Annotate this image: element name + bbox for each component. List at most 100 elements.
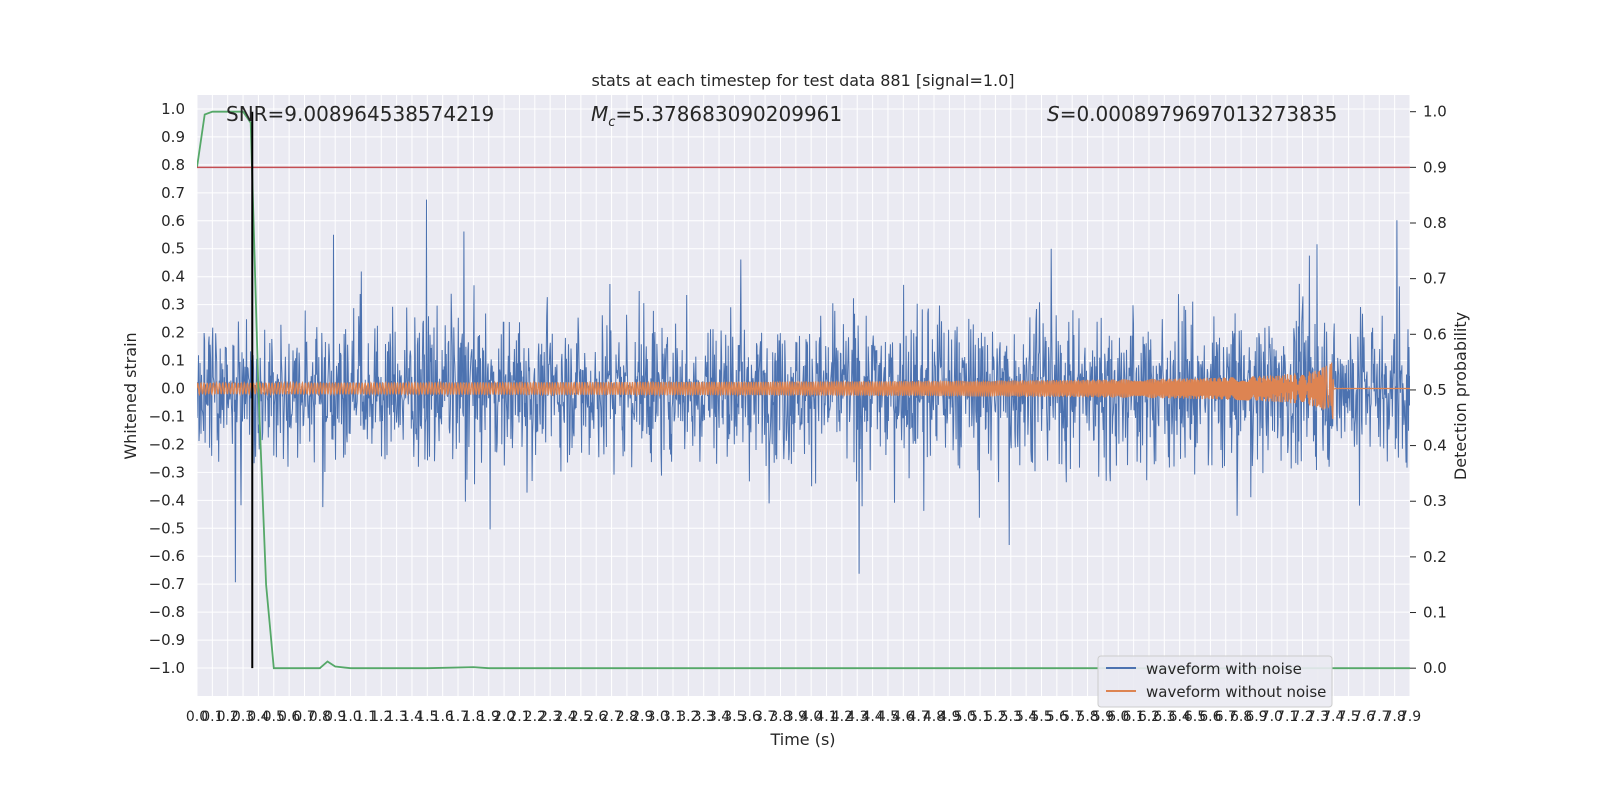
y-tick-label-right: 0.5 (1423, 381, 1447, 399)
x-tick-label: 4.7 (908, 709, 930, 725)
y-tick-label-left: 0.2 (161, 324, 185, 342)
x-tick-label: 2.2 (524, 709, 546, 725)
x-tick-label: 4.5 (877, 709, 899, 725)
y-tick-label-left: 0.7 (161, 184, 185, 202)
x-tick-label: 1.6 (432, 709, 454, 725)
chart-title: stats at each timestep for test data 881… (591, 71, 1014, 90)
x-tick-label: 5.1 (969, 709, 991, 725)
x-tick-label: 5.5 (1030, 709, 1052, 725)
x-tick-label: 1.7 (447, 709, 469, 725)
y-tick-label-left: −0.8 (149, 603, 185, 621)
x-tick-label: 5.9 (1092, 709, 1114, 725)
x-tick-label: 0.4 (247, 709, 269, 725)
x-tick-labels: 0.00.10.20.30.40.50.60.70.80.91.01.11.21… (186, 709, 1421, 725)
y-tick-label-left: −0.2 (149, 435, 185, 453)
x-tick-label: 4.1 (815, 709, 837, 725)
x-tick-label: 6.7 (1215, 709, 1237, 725)
x-tick-label: 7.7 (1368, 709, 1390, 725)
x-tick-label: 5.2 (984, 709, 1006, 725)
x-tick-label: 4.9 (938, 709, 960, 725)
x-tick-label: 6.0 (1107, 709, 1129, 725)
x-tick-label: 3.4 (708, 709, 730, 725)
y-tick-label-left: 0.5 (161, 240, 185, 258)
legend-label-noisy: waveform with noise (1146, 660, 1302, 678)
x-tick-label: 6.6 (1199, 709, 1221, 725)
x-tick-label: 7.5 (1337, 709, 1359, 725)
y-tick-label-left: 0.3 (161, 296, 185, 314)
x-tick-label: 4.2 (831, 709, 853, 725)
y-tick-label-left: −1.0 (149, 659, 185, 677)
x-tick-label: 0.3 (232, 709, 254, 725)
chirp-mass-annotation: Mc=5.378683090209961 (591, 102, 842, 130)
y-tick-label-right: 0.9 (1423, 158, 1447, 176)
x-tick-label: 2.3 (539, 709, 561, 725)
x-tick-label: 3.7 (754, 709, 776, 725)
y-tick-label-right: 0.7 (1423, 270, 1447, 288)
x-tick-label: 5.0 (954, 709, 976, 725)
x-tick-label: 7.6 (1353, 709, 1375, 725)
x-tick-label: 2.7 (600, 709, 622, 725)
series-waveform-without-noise (197, 362, 1410, 420)
x-tick-label: 7.0 (1261, 709, 1283, 725)
x-tick-label: 0.5 (263, 709, 285, 725)
x-tick-label: 4.4 (861, 709, 883, 725)
x-tick-label: 2.9 (631, 709, 653, 725)
x-tick-label: 6.2 (1138, 709, 1160, 725)
y-tick-label-left: 0.1 (161, 352, 185, 370)
x-tick-label: 0.8 (309, 709, 331, 725)
x-tick-label: 2.5 (570, 709, 592, 725)
x-tick-label: 3.9 (785, 709, 807, 725)
x-tick-label: 6.4 (1169, 709, 1191, 725)
y-tick-label-left: −0.3 (149, 463, 185, 481)
x-tick-label: 2.4 (554, 709, 576, 725)
x-tick-label: 7.3 (1307, 709, 1329, 725)
y-tick-label-right: 0.3 (1423, 492, 1447, 510)
x-tick-label: 5.3 (1000, 709, 1022, 725)
x-tick-label: 2.1 (508, 709, 530, 725)
x-tick-label: 0.9 (324, 709, 346, 725)
y-tick-label-left: −0.6 (149, 547, 185, 565)
x-tick-label: 6.9 (1245, 709, 1267, 725)
y-tick-label-right: 0.1 (1423, 604, 1447, 622)
x-tick-label: 4.0 (800, 709, 822, 725)
y-tick-label-left: 0.4 (161, 268, 185, 286)
x-tick-label: 1.8 (462, 709, 484, 725)
y-tick-label-left: 0.9 (161, 128, 185, 146)
x-tick-label: 5.4 (1015, 709, 1037, 725)
x-tick-label: 5.6 (1046, 709, 1068, 725)
y-tick-label-left: −0.9 (149, 631, 185, 649)
y-tick-label-right: 0.2 (1423, 548, 1447, 566)
y-tick-label-right: 0.0 (1423, 659, 1447, 677)
x-tick-label: 6.8 (1230, 709, 1252, 725)
legend-label-clean: waveform without noise (1146, 683, 1326, 701)
y-tick-label-left: 1.0 (161, 100, 185, 118)
x-tick-label: 2.6 (585, 709, 607, 725)
x-tick-label: 1.1 (355, 709, 377, 725)
x-tick-label: 6.3 (1153, 709, 1175, 725)
x-tick-label: 7.4 (1322, 709, 1344, 725)
x-tick-label: 0.2 (217, 709, 239, 725)
x-tick-label: 4.6 (892, 709, 914, 725)
detection-probability-layer (197, 110, 1410, 670)
snr-annotation: SNR=9.008964538574219 (226, 102, 494, 126)
x-tick-label: 3.2 (677, 709, 699, 725)
y-tick-label-left: −0.4 (149, 491, 185, 509)
x-tick-label: 1.2 (370, 709, 392, 725)
x-axis-label: Time (s) (769, 730, 835, 749)
x-tick-label: 7.2 (1291, 709, 1313, 725)
right-y-tick-labels: 1.0 0.9 0.8 0.7 0.6 0.5 0.4 0.3 0.2 0.1 0.0 (1410, 103, 1447, 677)
left-y-axis-label: Whitened strain (121, 332, 140, 459)
y-tick-label-right: 0.4 (1423, 437, 1447, 455)
x-tick-label: 0.7 (293, 709, 315, 725)
x-tick-label: 7.8 (1384, 709, 1406, 725)
x-tick-label: 0.0 (186, 709, 208, 725)
x-tick-label: 3.1 (662, 709, 684, 725)
x-tick-label: 3.8 (769, 709, 791, 725)
y-tick-label-left: −0.7 (149, 575, 185, 593)
x-tick-label: 6.5 (1184, 709, 1206, 725)
x-tick-label: 3.6 (739, 709, 761, 725)
y-tick-label-right: 1.0 (1423, 103, 1447, 121)
y-tick-label-left: 0.8 (161, 156, 185, 174)
clean-waveform-line (197, 362, 1410, 420)
